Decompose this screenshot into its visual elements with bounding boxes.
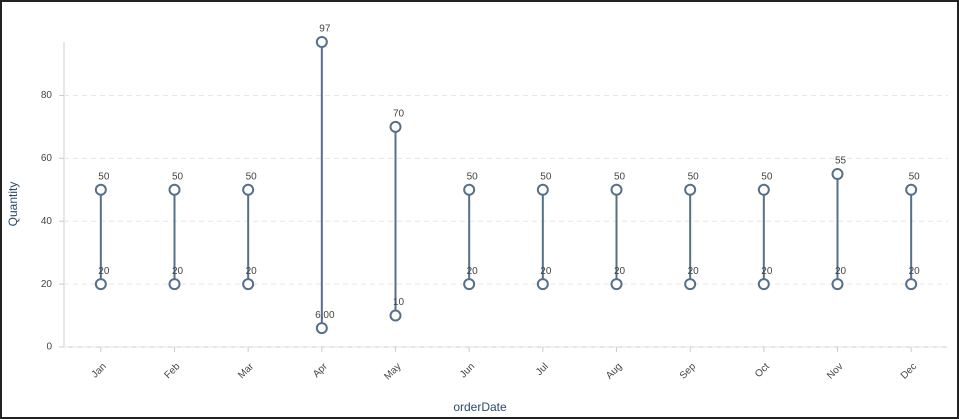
- marker: [536, 183, 549, 196]
- data-label: 50: [246, 171, 258, 182]
- data-label: 20: [761, 266, 773, 277]
- marker: [757, 278, 770, 291]
- marker: [463, 183, 476, 196]
- data-label: 20: [98, 266, 110, 277]
- marker: [168, 278, 181, 291]
- marker: [94, 278, 107, 291]
- marker: [463, 278, 476, 291]
- data-label: 55: [835, 156, 847, 167]
- data-label: 50: [614, 171, 626, 182]
- marker: [684, 278, 697, 291]
- y-tick-label: 40: [41, 216, 53, 227]
- data-label: 50: [761, 171, 773, 182]
- y-tick-label: 20: [41, 279, 53, 290]
- data-label: 50: [540, 171, 552, 182]
- data-label: 97: [319, 24, 331, 35]
- data-label: 50: [467, 171, 479, 182]
- x-axis-title: orderDate: [453, 400, 507, 414]
- marker: [315, 322, 328, 335]
- marker: [831, 168, 844, 181]
- marker: [168, 183, 181, 196]
- y-tick-label: 80: [41, 90, 53, 101]
- marker: [389, 120, 402, 133]
- data-label: 50: [688, 171, 700, 182]
- data-label: 20: [835, 266, 847, 277]
- marker: [610, 278, 623, 291]
- data-label: 50: [98, 171, 110, 182]
- data-label: 50: [172, 171, 184, 182]
- marker: [684, 183, 697, 196]
- data-label: 20: [614, 266, 626, 277]
- data-label: 50: [909, 171, 921, 182]
- marker: [757, 183, 770, 196]
- data-label: 70: [393, 109, 405, 120]
- data-label: 20: [909, 266, 921, 277]
- marker: [610, 183, 623, 196]
- data-label: 20: [246, 266, 258, 277]
- data-label: 20: [540, 266, 552, 277]
- marker: [94, 183, 107, 196]
- marker: [905, 278, 918, 291]
- marker: [536, 278, 549, 291]
- y-axis-title: Quantity: [6, 182, 20, 227]
- marker: [242, 278, 255, 291]
- data-label: 20: [172, 266, 184, 277]
- marker: [389, 309, 402, 322]
- y-tick-label: 0: [46, 342, 52, 353]
- marker: [831, 278, 844, 291]
- marker: [905, 183, 918, 196]
- data-label: 20: [688, 266, 700, 277]
- marker: [242, 183, 255, 196]
- data-label: 20: [467, 266, 479, 277]
- marker: [315, 36, 328, 48]
- data-label: 10: [393, 297, 405, 308]
- data-label: 6.00: [315, 310, 335, 321]
- y-tick-label: 60: [41, 153, 53, 164]
